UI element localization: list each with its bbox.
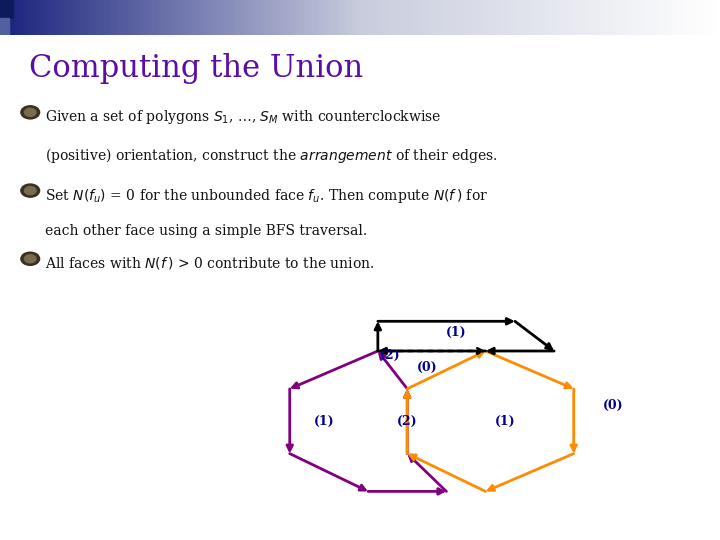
Bar	[0, 0, 13, 17]
Text: each other face using a simple BFS traversal.: each other face using a simple BFS trave…	[45, 225, 366, 239]
Circle shape	[21, 106, 40, 119]
Circle shape	[24, 109, 36, 117]
Text: (0): (0)	[603, 399, 624, 411]
Circle shape	[24, 255, 36, 263]
Text: (2): (2)	[379, 348, 400, 362]
Text: Given a set of polygons $S_1$, …, $S_M$ with counterclockwise: Given a set of polygons $S_1$, …, $S_M$ …	[45, 109, 441, 126]
Circle shape	[21, 184, 40, 197]
Text: All faces with $N(f\/)$ > 0 contribute to the union.: All faces with $N(f\/)$ > 0 contribute t…	[45, 255, 374, 271]
Bar	[0, 18, 9, 35]
Text: Set $N(f_u)$ = 0 for the unbounded face $f_u$. Then compute $N(f\/)$ for: Set $N(f_u)$ = 0 for the unbounded face …	[45, 186, 487, 205]
Text: (2): (2)	[397, 415, 418, 428]
Text: (0): (0)	[416, 361, 437, 374]
Circle shape	[24, 186, 36, 194]
Text: (positive) orientation, construct the $\mathit{arrangement}$ of their edges.: (positive) orientation, construct the $\…	[45, 146, 497, 165]
Text: (1): (1)	[314, 415, 334, 428]
Circle shape	[21, 252, 40, 265]
Text: (1): (1)	[495, 415, 516, 428]
Text: Computing the Union: Computing the Union	[29, 53, 363, 84]
Text: (1): (1)	[446, 326, 467, 339]
